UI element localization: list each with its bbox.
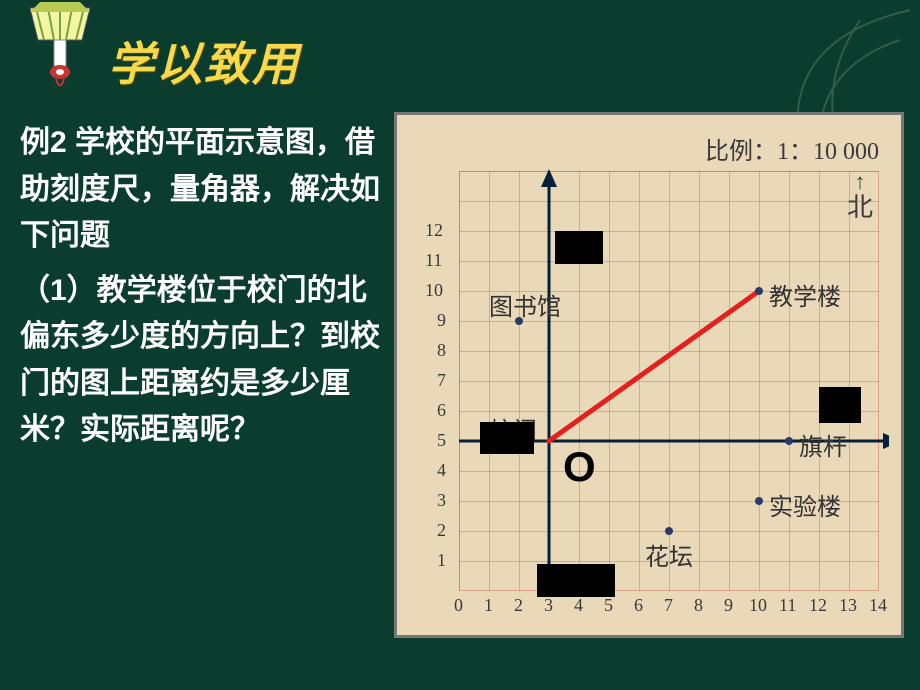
- x-tick-label: 3: [544, 595, 553, 616]
- y-tick-label: 6: [437, 400, 446, 421]
- x-tick-label: 2: [514, 595, 523, 616]
- x-tick-label: 10: [749, 595, 767, 616]
- lantern-icon: [10, 0, 110, 100]
- x-tick-label: 4: [574, 595, 583, 616]
- x-tick-label: 7: [664, 595, 673, 616]
- y-tick-label: 5: [437, 430, 446, 451]
- map-point: [785, 437, 793, 445]
- problem-q1: （1）教学楼位于校门的北偏东多少度的方向上？到校门的图上距离约是多少厘米？实际距…: [20, 268, 380, 454]
- map-point: [755, 287, 763, 295]
- map-point-label: 花坛: [645, 537, 693, 572]
- x-tick-label: 11: [779, 595, 796, 616]
- x-tick-label: 6: [634, 595, 643, 616]
- map-point-label: 图书馆: [489, 287, 561, 322]
- redaction-bar: [555, 231, 603, 264]
- y-tick-label: 12: [425, 220, 443, 241]
- x-tick-label: 0: [454, 595, 463, 616]
- origin-label: O: [563, 443, 596, 491]
- figure-panel: 比例：1：10 000 北 123456789101112 0123456789…: [394, 112, 904, 638]
- y-tick-label: 11: [425, 250, 442, 271]
- x-tick-label: 1: [484, 595, 493, 616]
- map-point-label: 旗杆: [799, 427, 847, 462]
- problem-heading: 例2 学校的平面示意图，借助刻度尺，量角器，解决如下问题: [20, 120, 380, 260]
- y-tick-label: 2: [437, 520, 446, 541]
- x-tick-label: 12: [809, 595, 827, 616]
- problem-text: 例2 学校的平面示意图，借助刻度尺，量角器，解决如下问题 （1）教学楼位于校门的…: [20, 120, 380, 462]
- x-tick-label: 14: [869, 595, 887, 616]
- x-tick-label: 13: [839, 595, 857, 616]
- x-tick-label: 5: [604, 595, 613, 616]
- slide-title: 学以致用: [108, 28, 300, 94]
- y-tick-label: 4: [437, 460, 446, 481]
- map-point-label: 实验楼: [769, 487, 841, 522]
- y-tick-label: 10: [425, 280, 443, 301]
- x-tick-label: 8: [694, 595, 703, 616]
- map-point: [665, 527, 673, 535]
- y-tick-label: 8: [437, 340, 446, 361]
- redaction-bar: [480, 422, 534, 454]
- map-point-label: 教学楼: [769, 277, 841, 312]
- redaction-bar: [537, 564, 615, 597]
- y-tick-label: 1: [437, 550, 446, 571]
- grid-wrap: 123456789101112 01234567891011121314 图书馆…: [415, 133, 889, 623]
- redaction-bar: [819, 387, 861, 423]
- y-tick-label: 3: [437, 490, 446, 511]
- x-tick-label: 9: [724, 595, 733, 616]
- y-tick-label: 9: [437, 310, 446, 331]
- map-point: [755, 497, 763, 505]
- y-tick-label: 7: [437, 370, 446, 391]
